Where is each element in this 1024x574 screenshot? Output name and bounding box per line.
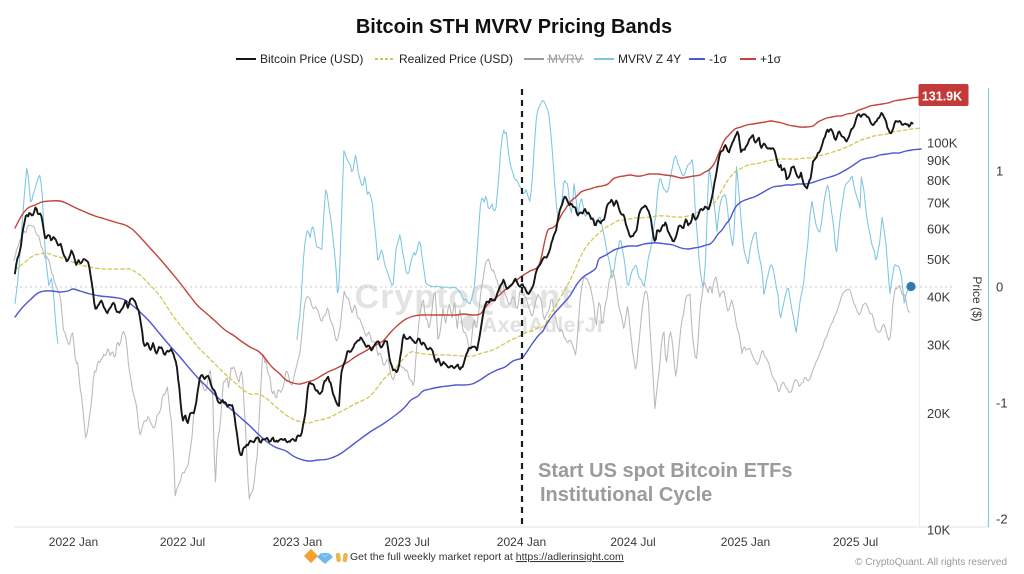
- svg-text:Bitcoin STH MVRV Pricing Bands: Bitcoin STH MVRV Pricing Bands: [356, 16, 672, 38]
- svg-text:© CryptoQuant. All rights rese: © CryptoQuant. All rights reserved: [855, 557, 1007, 568]
- svg-text:MVRV Z 4Y: MVRV Z 4Y: [618, 52, 681, 66]
- svg-text:20K: 20K: [927, 406, 950, 421]
- svg-text:60K: 60K: [927, 221, 950, 236]
- svg-text:-1σ: -1σ: [709, 52, 728, 66]
- svg-text:2024 Jan: 2024 Jan: [497, 535, 546, 549]
- svg-text:10K: 10K: [927, 522, 950, 537]
- svg-text:Realized Price (USD): Realized Price (USD): [399, 52, 513, 66]
- svg-text:2023 Jul: 2023 Jul: [384, 535, 429, 549]
- svg-text:2024 Jul: 2024 Jul: [610, 535, 655, 549]
- svg-text:Price ($): Price ($): [970, 276, 984, 321]
- svg-text:30K: 30K: [927, 338, 950, 353]
- svg-text:2023 Jan: 2023 Jan: [273, 535, 322, 549]
- svg-text:2025 Jan: 2025 Jan: [721, 535, 770, 549]
- svg-text:100K: 100K: [927, 135, 958, 150]
- svg-text:131.9K: 131.9K: [922, 90, 962, 104]
- svg-text:2022 Jul: 2022 Jul: [160, 535, 205, 549]
- svg-text:40K: 40K: [927, 289, 950, 304]
- svg-text:1: 1: [996, 163, 1003, 178]
- svg-text:Get the full weekly market rep: Get the full weekly market report at htt…: [350, 551, 624, 563]
- svg-text:CryptoQuant: CryptoQuant: [355, 278, 574, 316]
- svg-text:Institutional Cycle: Institutional Cycle: [540, 484, 712, 506]
- svg-text:-2: -2: [996, 511, 1008, 526]
- svg-text:2025 Jul: 2025 Jul: [833, 535, 878, 549]
- svg-text:Bitcoin Price (USD): Bitcoin Price (USD): [260, 52, 363, 66]
- svg-text:AxelAdlerJr: AxelAdlerJr: [482, 314, 605, 337]
- svg-text:Start US spot Bitcoin ETFs: Start US spot Bitcoin ETFs: [538, 460, 792, 482]
- svg-text:-1: -1: [996, 395, 1008, 410]
- svg-text:90K: 90K: [927, 153, 950, 168]
- svg-text:80K: 80K: [927, 173, 950, 188]
- svg-text:+1σ: +1σ: [760, 52, 782, 66]
- svg-text:70K: 70K: [927, 195, 950, 210]
- svg-text:2022 Jan: 2022 Jan: [49, 535, 98, 549]
- svg-text:50K: 50K: [927, 252, 950, 267]
- svg-text:0: 0: [996, 279, 1003, 294]
